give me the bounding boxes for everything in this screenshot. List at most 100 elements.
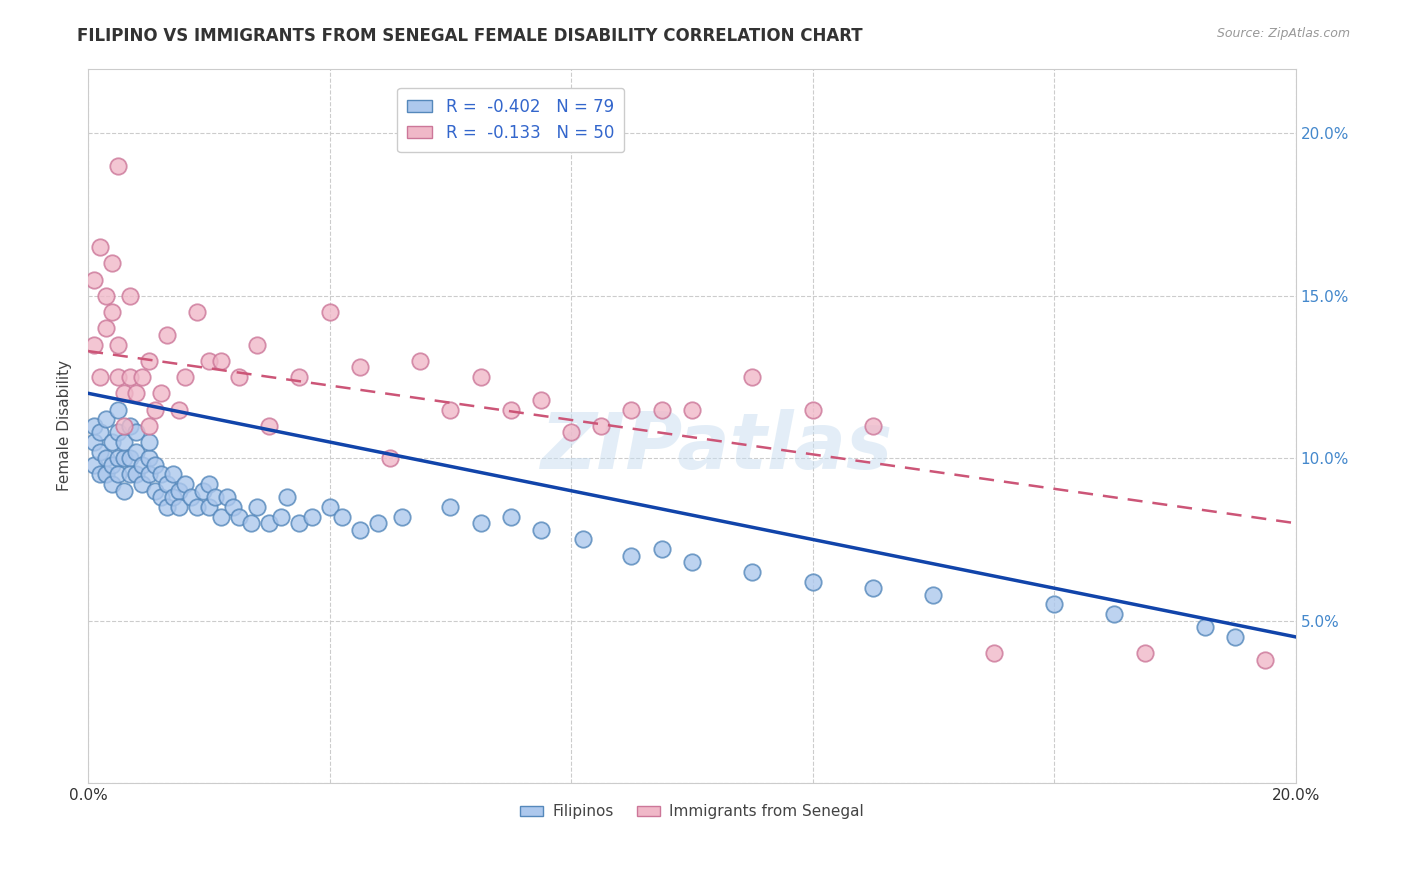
Point bbox=[741, 370, 763, 384]
Point bbox=[107, 425, 129, 440]
Point bbox=[198, 500, 221, 514]
Point bbox=[120, 467, 142, 482]
Point bbox=[96, 467, 118, 482]
Point bbox=[89, 370, 111, 384]
Point bbox=[499, 402, 522, 417]
Point bbox=[209, 354, 232, 368]
Point bbox=[922, 588, 945, 602]
Point bbox=[209, 509, 232, 524]
Point bbox=[162, 467, 184, 482]
Point bbox=[228, 370, 250, 384]
Point bbox=[186, 500, 208, 514]
Point bbox=[651, 542, 673, 557]
Point bbox=[138, 467, 160, 482]
Point bbox=[167, 402, 190, 417]
Point bbox=[120, 418, 142, 433]
Point bbox=[240, 516, 263, 531]
Point bbox=[470, 370, 492, 384]
Point bbox=[107, 451, 129, 466]
Point bbox=[246, 337, 269, 351]
Point bbox=[112, 451, 135, 466]
Point bbox=[125, 386, 148, 401]
Point bbox=[107, 402, 129, 417]
Point bbox=[96, 412, 118, 426]
Point bbox=[198, 477, 221, 491]
Point bbox=[138, 354, 160, 368]
Point bbox=[367, 516, 389, 531]
Point bbox=[125, 467, 148, 482]
Point bbox=[1043, 598, 1066, 612]
Point bbox=[125, 444, 148, 458]
Point bbox=[125, 425, 148, 440]
Y-axis label: Female Disability: Female Disability bbox=[58, 360, 72, 491]
Point bbox=[138, 418, 160, 433]
Point bbox=[620, 549, 643, 563]
Point bbox=[83, 272, 105, 286]
Point bbox=[1225, 630, 1247, 644]
Point bbox=[349, 523, 371, 537]
Point bbox=[173, 370, 195, 384]
Point bbox=[801, 574, 824, 589]
Point bbox=[1194, 620, 1216, 634]
Point bbox=[499, 509, 522, 524]
Point bbox=[378, 451, 401, 466]
Point bbox=[83, 458, 105, 472]
Point bbox=[198, 354, 221, 368]
Point bbox=[801, 402, 824, 417]
Point bbox=[156, 327, 179, 342]
Point bbox=[391, 509, 413, 524]
Point bbox=[131, 458, 153, 472]
Point bbox=[259, 516, 281, 531]
Point bbox=[156, 477, 179, 491]
Point bbox=[120, 451, 142, 466]
Point bbox=[204, 490, 226, 504]
Point bbox=[862, 418, 884, 433]
Point bbox=[107, 370, 129, 384]
Point bbox=[862, 581, 884, 595]
Point bbox=[131, 477, 153, 491]
Point bbox=[288, 370, 311, 384]
Point bbox=[180, 490, 202, 504]
Point bbox=[112, 435, 135, 450]
Point bbox=[89, 425, 111, 440]
Point bbox=[620, 402, 643, 417]
Point bbox=[107, 467, 129, 482]
Point bbox=[143, 458, 166, 472]
Point bbox=[651, 402, 673, 417]
Point bbox=[318, 500, 340, 514]
Point bbox=[983, 646, 1005, 660]
Point bbox=[439, 402, 461, 417]
Point bbox=[112, 386, 135, 401]
Point bbox=[101, 477, 124, 491]
Point bbox=[681, 555, 703, 569]
Legend: Filipinos, Immigrants from Senegal: Filipinos, Immigrants from Senegal bbox=[515, 798, 869, 825]
Point bbox=[138, 451, 160, 466]
Point bbox=[101, 305, 124, 319]
Point bbox=[186, 305, 208, 319]
Point bbox=[276, 490, 298, 504]
Point bbox=[89, 444, 111, 458]
Point bbox=[83, 418, 105, 433]
Point bbox=[107, 337, 129, 351]
Point bbox=[112, 483, 135, 498]
Point bbox=[470, 516, 492, 531]
Text: ZIPatlas: ZIPatlas bbox=[540, 409, 893, 485]
Text: FILIPINO VS IMMIGRANTS FROM SENEGAL FEMALE DISABILITY CORRELATION CHART: FILIPINO VS IMMIGRANTS FROM SENEGAL FEMA… bbox=[77, 27, 863, 45]
Point bbox=[530, 392, 553, 407]
Point bbox=[572, 533, 595, 547]
Point bbox=[138, 435, 160, 450]
Point bbox=[288, 516, 311, 531]
Point bbox=[89, 240, 111, 254]
Point bbox=[143, 483, 166, 498]
Point bbox=[96, 451, 118, 466]
Point bbox=[530, 523, 553, 537]
Point bbox=[301, 509, 323, 524]
Point bbox=[741, 565, 763, 579]
Point bbox=[149, 490, 172, 504]
Point bbox=[259, 418, 281, 433]
Point bbox=[149, 467, 172, 482]
Point bbox=[330, 509, 353, 524]
Point bbox=[83, 337, 105, 351]
Point bbox=[120, 370, 142, 384]
Point bbox=[162, 490, 184, 504]
